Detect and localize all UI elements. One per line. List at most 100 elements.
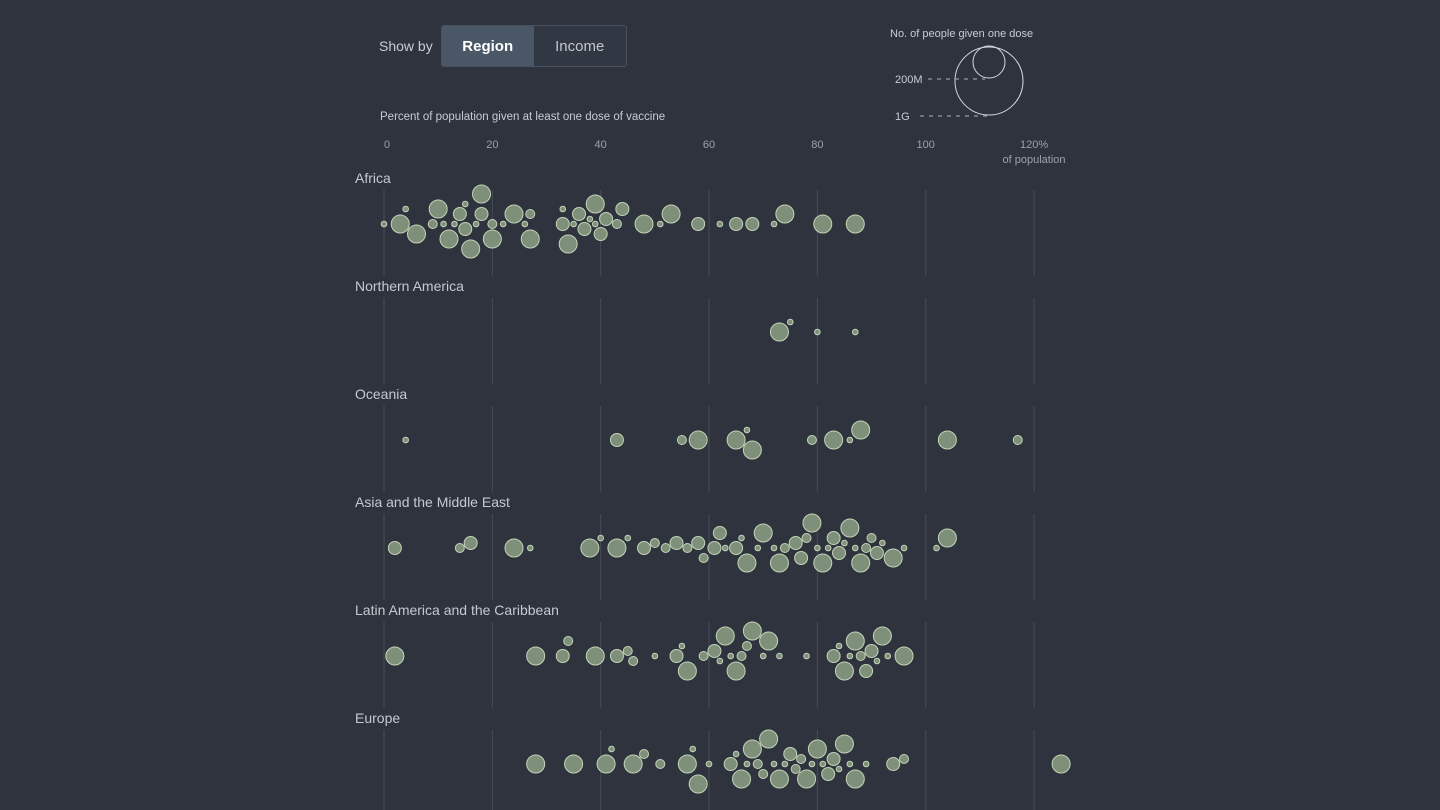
country-bubble — [879, 539, 886, 547]
x-tick-label: 100 — [917, 139, 935, 151]
country-bubble — [439, 229, 459, 249]
x-tick-label: 20 — [486, 139, 498, 151]
country-bubble — [729, 541, 744, 555]
country-bubble — [472, 220, 480, 228]
country-bubble — [813, 214, 833, 234]
country-bubble — [742, 440, 762, 460]
country-bubble — [781, 760, 789, 768]
country-bubble — [707, 541, 722, 555]
country-bubble — [596, 754, 616, 774]
country-bubble — [741, 641, 752, 651]
country-bubble — [555, 217, 570, 231]
country-bubble — [499, 220, 507, 228]
country-bubble — [753, 523, 773, 543]
country-bubble — [721, 544, 729, 552]
country-bubble — [716, 657, 724, 665]
country-bubble — [813, 553, 833, 573]
country-bubble — [707, 644, 722, 658]
country-bubble — [869, 546, 884, 560]
country-bubble — [801, 533, 812, 543]
region-label: Europe — [355, 710, 400, 726]
country-bubble — [779, 543, 790, 553]
country-bubble — [563, 636, 574, 646]
country-bubble — [482, 229, 502, 249]
country-bubble — [525, 209, 536, 219]
country-bubble — [390, 214, 410, 234]
country-bubble — [609, 433, 624, 447]
x-axis-ticks: 0 20 40 60 80 100 120% — [384, 139, 1048, 151]
region-row: Europe — [355, 710, 1071, 794]
country-bubble — [723, 757, 738, 771]
country-bubble — [814, 328, 821, 336]
country-bubble — [727, 652, 734, 660]
country-bubble — [564, 754, 584, 774]
country-bubble — [1012, 435, 1023, 445]
legend-circle-small — [972, 45, 1006, 79]
country-bubble — [458, 222, 473, 236]
country-bubble — [637, 541, 652, 555]
country-bubble — [585, 194, 605, 214]
country-bubble — [758, 769, 769, 779]
country-bubble — [770, 544, 778, 552]
country-bubble — [845, 769, 865, 789]
country-bubble — [855, 651, 866, 661]
country-bubble — [591, 220, 599, 228]
country-bubble — [769, 769, 789, 789]
country-bubble — [845, 214, 865, 234]
country-bubble — [558, 234, 578, 254]
gridlines — [383, 190, 1035, 810]
country-bubble — [845, 631, 865, 651]
country-bubble — [474, 207, 489, 221]
country-bubble — [738, 534, 745, 542]
country-bubble — [786, 318, 794, 326]
region-button[interactable]: Region — [441, 26, 534, 66]
country-bubble — [840, 518, 860, 538]
region-row: Asia and the Middle East — [355, 494, 957, 573]
country-bubble — [682, 543, 693, 553]
country-bubble — [872, 626, 892, 646]
country-bubble — [824, 430, 844, 450]
country-bubble — [886, 757, 901, 771]
region-label: Latin America and the Caribbean — [355, 602, 559, 618]
country-bubble — [851, 544, 859, 552]
country-bubble — [759, 631, 779, 651]
segmented-control: Region Income — [440, 25, 627, 67]
country-bubble — [451, 220, 458, 228]
country-bubble — [639, 749, 650, 759]
country-bubble — [769, 553, 789, 573]
country-bubble — [688, 430, 708, 450]
country-bubble — [883, 548, 903, 568]
country-bubble — [427, 219, 438, 229]
country-bubble — [689, 745, 697, 753]
country-bubble — [428, 199, 448, 219]
country-bubble — [454, 543, 465, 553]
country-bubble — [835, 765, 843, 773]
country-bubble — [461, 239, 481, 259]
country-bubble — [651, 652, 659, 660]
country-bubble — [851, 420, 871, 440]
country-bubble — [899, 754, 910, 764]
country-bubble — [743, 760, 751, 768]
income-button[interactable]: Income — [533, 26, 626, 66]
country-bubble — [775, 204, 795, 224]
country-bubble — [678, 642, 686, 650]
country-bubble — [859, 664, 874, 678]
country-bubble — [634, 214, 654, 234]
country-bubble — [577, 222, 592, 236]
country-bubble — [688, 774, 708, 794]
x-tick-label: 60 — [703, 139, 715, 151]
country-bubble — [819, 760, 827, 768]
legend-circle-large — [954, 46, 1024, 116]
country-bubble — [866, 533, 877, 543]
region-label: Africa — [355, 170, 391, 186]
country-bubble — [851, 328, 859, 336]
country-bubble — [698, 651, 709, 661]
country-bubble — [832, 546, 847, 560]
country-bubble — [726, 430, 746, 450]
country-bubble — [900, 544, 908, 552]
country-bubble — [790, 764, 801, 774]
country-bubble — [705, 760, 713, 768]
country-bubble — [526, 544, 534, 552]
country-bubble — [884, 652, 892, 660]
region-label: Oceania — [355, 386, 407, 402]
